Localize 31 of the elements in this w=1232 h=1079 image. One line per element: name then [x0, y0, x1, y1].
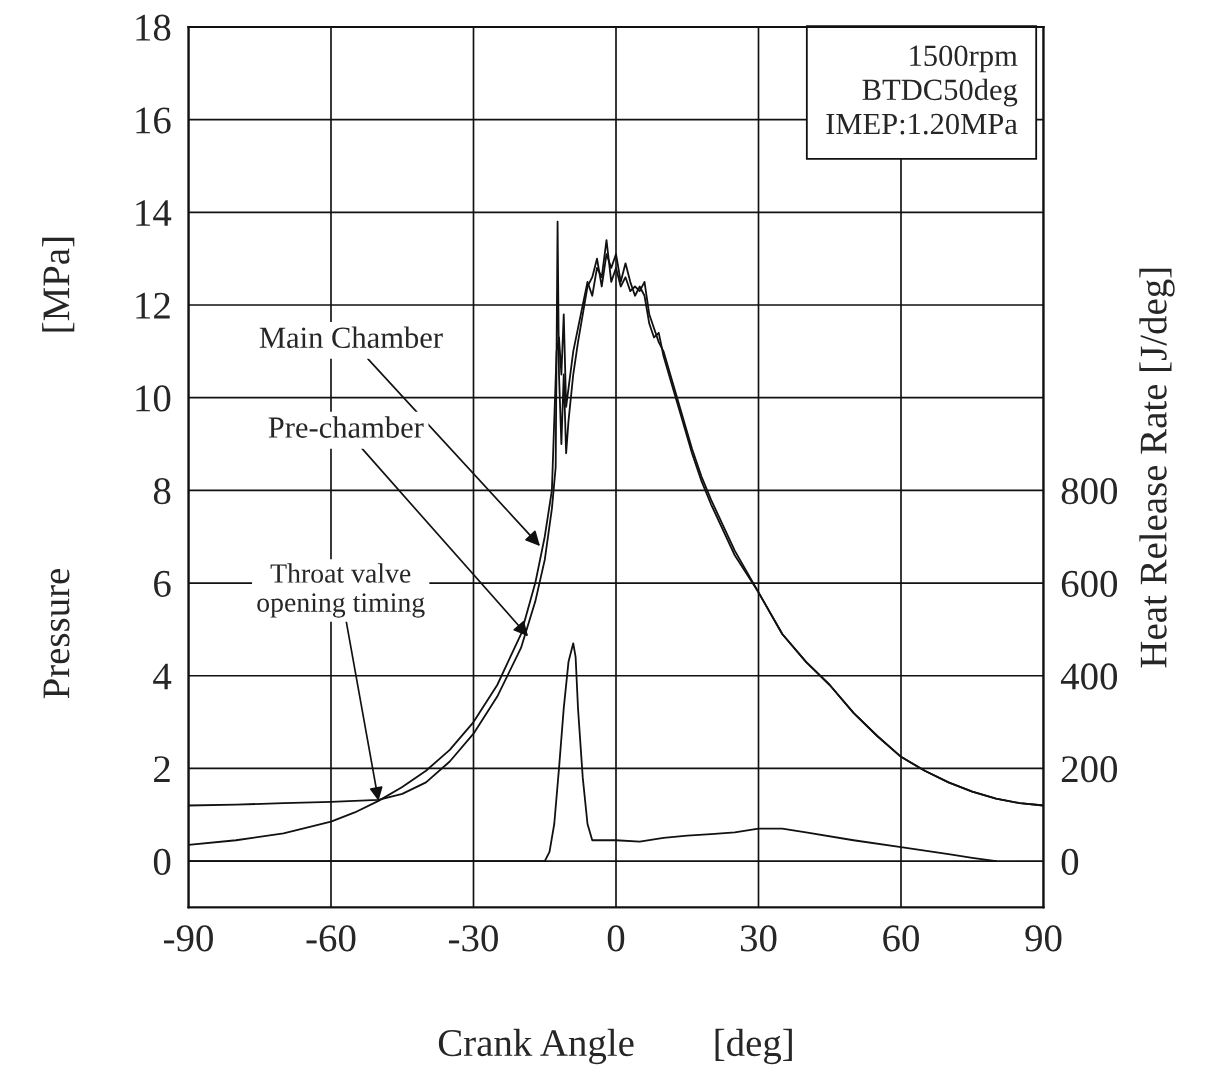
- y-tick-label: 8: [153, 478, 171, 505]
- annotation: Main Chamber: [259, 326, 443, 349]
- y-tick-label: 4: [153, 663, 172, 690]
- annotation: Pre-chamber: [268, 416, 424, 438]
- x-tick-label: 30: [740, 925, 777, 952]
- y-tick-label: 14: [136, 200, 172, 226]
- y-tick-label: 12: [136, 292, 170, 319]
- y-tick-label: 6: [154, 570, 171, 597]
- y-tick-label: 2: [154, 756, 170, 782]
- y2-tick-label: 800: [1061, 478, 1118, 505]
- x-tick-label: -60: [306, 925, 356, 952]
- x-tick-label: 90: [1025, 925, 1062, 952]
- y2-tick-label: 600: [1061, 570, 1118, 597]
- x-axis-title: Crank Angle [deg]: [438, 1028, 792, 1065]
- y-axis-title: Pressure [MPa]: [42, 237, 75, 699]
- x-tick-label: -90: [164, 925, 213, 952]
- y-tick-label: 16: [136, 107, 171, 134]
- annotation: 1500rpm: [910, 45, 1018, 73]
- annotation: IMEP:1.20MPa: [826, 113, 1018, 135]
- y2-tick-label: 200: [1061, 756, 1118, 783]
- y2-tick-label: 400: [1060, 663, 1118, 690]
- y-tick-label: 18: [136, 14, 171, 41]
- annotation: BTDC50deg: [862, 78, 1018, 107]
- annotation: Throat valve opening timing: [257, 563, 425, 618]
- x-tick-label: -30: [449, 925, 498, 952]
- y2-tick-label: 0: [1061, 848, 1079, 875]
- y-tick-label: 10: [136, 385, 171, 412]
- y2-axis-title: Heat Release Rate [J/deg]: [1139, 268, 1175, 668]
- x-tick-label: 0: [607, 925, 625, 952]
- x-tick-label: 60: [883, 925, 919, 952]
- y-tick-label: 0: [153, 848, 171, 875]
